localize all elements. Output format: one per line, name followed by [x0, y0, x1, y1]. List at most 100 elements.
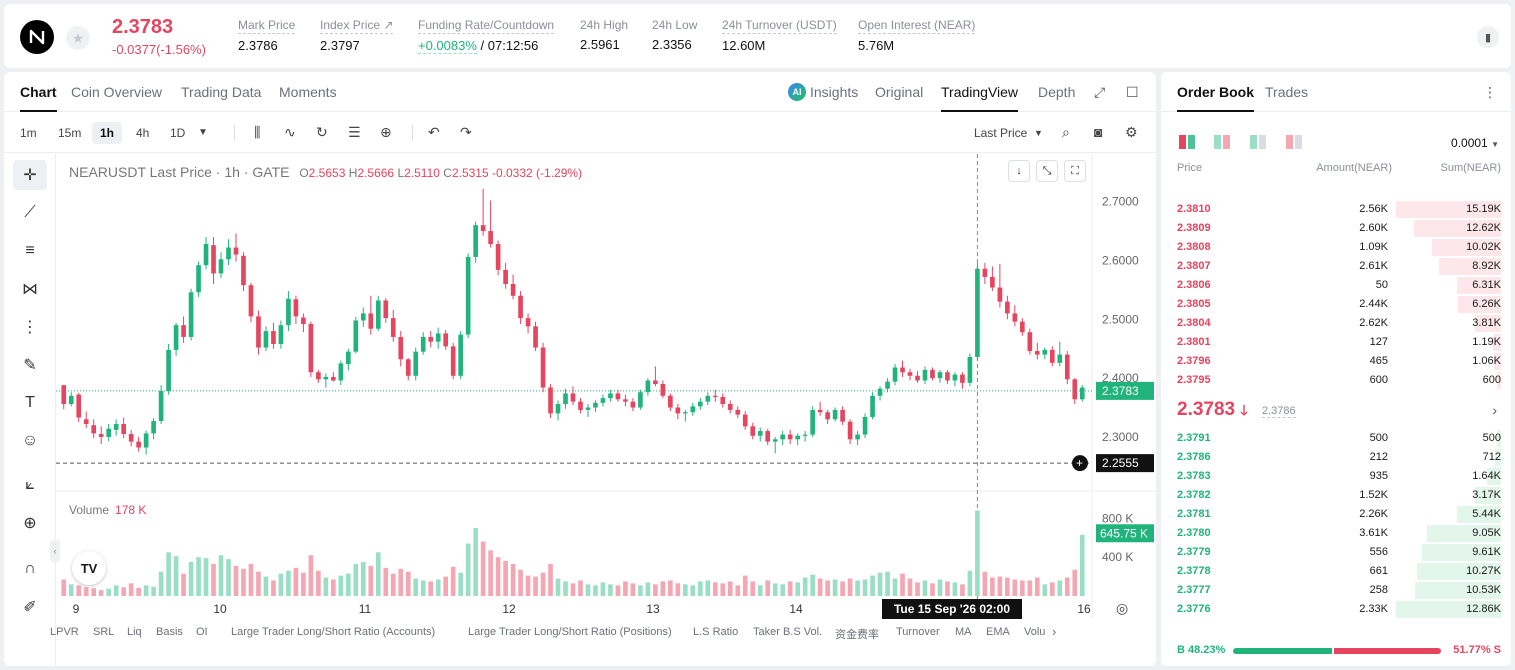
- view-asks-only-icon[interactable]: [1286, 135, 1302, 149]
- undo-icon[interactable]: ↶: [428, 124, 440, 140]
- expand-icon[interactable]: ⤢: [1094, 84, 1106, 100]
- stat-index-price[interactable]: Index Price ↗ 2.3797: [320, 18, 394, 53]
- tab-insights[interactable]: Insights: [810, 84, 859, 100]
- tab-trading-data[interactable]: Trading Data: [181, 84, 262, 100]
- indicator-lpvr[interactable]: LPVR: [50, 626, 79, 638]
- zoom-in-icon[interactable]: ⊕: [23, 515, 37, 532]
- indicator-ls-ratio[interactable]: L.S Ratio: [693, 626, 739, 638]
- indicator-large-trader-accounts[interactable]: Large Trader Long/Short Ratio (Accounts): [231, 626, 436, 638]
- window-icon[interactable]: ☐: [1126, 84, 1139, 100]
- bid-row[interactable]: 2.3782 1.52K 3.17K: [1161, 486, 1511, 505]
- ask-row[interactable]: 2.3805 2.44K 6.26K: [1161, 295, 1511, 314]
- view-both-icon[interactable]: [1179, 135, 1195, 149]
- price-type-dropdown-icon[interactable]: ▼: [1034, 128, 1043, 138]
- timeframe-4h[interactable]: 4h: [136, 126, 150, 140]
- timeframe-1d[interactable]: 1D: [170, 126, 186, 140]
- templates-icon[interactable]: ☰: [348, 124, 361, 140]
- tradingview-logo-icon[interactable]: TV: [72, 551, 106, 585]
- fib-retracement-icon[interactable]: ⋮: [22, 319, 38, 336]
- timeframe-15m[interactable]: 15m: [58, 126, 82, 140]
- scroll-right-icon[interactable]: ›: [1052, 624, 1057, 639]
- pattern-icon[interactable]: ⋈: [22, 281, 38, 298]
- indicator-oi[interactable]: OI: [196, 626, 208, 638]
- timeframe-dropdown-icon[interactable]: ▼: [198, 127, 208, 138]
- view-bids-only-icon[interactable]: [1250, 135, 1266, 149]
- horizontal-lines-icon[interactable]: ≡: [25, 242, 35, 259]
- add-alert-icon[interactable]: ⊕: [380, 124, 392, 140]
- trendline-icon[interactable]: ⟋: [24, 204, 36, 221]
- ask-row[interactable]: 2.3810 2.56K 15.19K: [1161, 200, 1511, 219]
- ai-insights-icon[interactable]: AI: [788, 83, 806, 101]
- crosshair-icon[interactable]: ✛: [13, 160, 47, 190]
- stat-24h-turnover: 24h Turnover (USDT) 12.60M: [722, 18, 837, 53]
- camera-icon[interactable]: ◙: [1094, 124, 1103, 140]
- collapse-icon[interactable]: ⤡: [1036, 160, 1058, 182]
- bid-row[interactable]: 2.3781 2.26K 5.44K: [1161, 505, 1511, 524]
- indicator-ema[interactable]: EMA: [986, 626, 1010, 638]
- tab-coin-overview[interactable]: Coin Overview: [71, 84, 163, 100]
- ask-row[interactable]: 2.3804 2.62K 3.81K: [1161, 314, 1511, 333]
- bid-row[interactable]: 2.3780 3.61K 9.05K: [1161, 524, 1511, 543]
- tab-trades[interactable]: Trades: [1265, 84, 1309, 100]
- search-icon[interactable]: ⌕: [1062, 124, 1070, 140]
- view-bids-icon[interactable]: [1214, 135, 1230, 149]
- ask-row[interactable]: 2.3807 2.61K 8.92K: [1161, 257, 1511, 276]
- tab-moments[interactable]: Moments: [279, 84, 337, 100]
- indicator-ma[interactable]: MA: [955, 626, 972, 638]
- candle-type-icon[interactable]: ⫼: [254, 124, 261, 140]
- emoji-icon[interactable]: ☺: [21, 432, 39, 449]
- price-type-select[interactable]: Last Price: [974, 126, 1028, 140]
- indicator-liq[interactable]: Liq: [127, 626, 142, 638]
- replay-icon[interactable]: ↻: [316, 124, 328, 140]
- text-tool-icon[interactable]: T: [25, 394, 35, 411]
- ask-row[interactable]: 2.3795 600 600: [1161, 371, 1511, 390]
- ask-row[interactable]: 2.3808 1.09K 10.02K: [1161, 238, 1511, 257]
- magnet-icon[interactable]: ∩: [24, 560, 36, 577]
- bid-row[interactable]: 2.3783 935 1.64K: [1161, 467, 1511, 486]
- axis-settings-icon[interactable]: ◎: [1116, 600, 1129, 616]
- notebook-icon[interactable]: ▮: [1477, 26, 1499, 48]
- redo-icon[interactable]: ↷: [460, 124, 472, 140]
- indicator-funding-rate[interactable]: 资金费率: [835, 629, 879, 641]
- favorite-star-icon[interactable]: ★: [66, 26, 90, 50]
- bid-row[interactable]: 2.3776 2.33K 12.86K: [1161, 600, 1511, 619]
- candle-body: [143, 433, 149, 448]
- ask-row[interactable]: 2.3796 465 1.06K: [1161, 352, 1511, 371]
- tab-original[interactable]: Original: [875, 84, 924, 100]
- tab-order-book[interactable]: Order Book: [1177, 84, 1255, 112]
- pencil-lock-icon[interactable]: ✐: [23, 599, 37, 616]
- bid-row[interactable]: 2.3778 661 10.27K: [1161, 562, 1511, 581]
- fullscreen-icon[interactable]: ⛶: [1064, 160, 1086, 182]
- bid-row[interactable]: 2.3791 500 500: [1161, 429, 1511, 448]
- brush-icon[interactable]: ✎: [23, 357, 37, 374]
- more-options-icon[interactable]: ⋮: [1483, 84, 1497, 100]
- tab-chart[interactable]: Chart: [20, 84, 57, 112]
- collapse-toolbar-handle[interactable]: ‹: [50, 540, 60, 562]
- bid-row[interactable]: 2.3786 212 712: [1161, 448, 1511, 467]
- timeframe-1h[interactable]: 1h: [92, 122, 123, 144]
- indicator-turnover[interactable]: Turnover: [896, 626, 940, 638]
- gear-icon[interactable]: ⚙: [1125, 124, 1138, 140]
- ask-price: 2.3806: [1177, 279, 1211, 291]
- indicator-large-trader-positions[interactable]: Large Trader Long/Short Ratio (Positions…: [468, 626, 672, 638]
- bid-row[interactable]: 2.3779 556 9.61K: [1161, 543, 1511, 562]
- chevron-right-icon[interactable]: ›: [1492, 402, 1497, 418]
- bid-row[interactable]: 2.3777 258 10.53K: [1161, 581, 1511, 600]
- candlestick-chart[interactable]: 2.7000 2.6000 2.5000 2.4000 2.3000 800 K 400 K…: [56, 154, 1156, 619]
- tab-tradingview[interactable]: TradingView: [941, 84, 1019, 112]
- ruler-icon[interactable]: ⟀: [25, 476, 35, 493]
- indicator-taker-bs-vol[interactable]: Taker B.S Vol.: [753, 626, 823, 638]
- indicator-basis[interactable]: Basis: [156, 626, 183, 638]
- indicator-srl[interactable]: SRL: [93, 626, 115, 638]
- mid-price[interactable]: 2.3783 🡓: [1177, 399, 1248, 424]
- add-alert-crosshair-icon[interactable]: [1072, 455, 1088, 472]
- precision-select[interactable]: 0.0001 ▼: [1451, 136, 1499, 150]
- tab-depth[interactable]: Depth: [1038, 84, 1076, 100]
- indicator-volume[interactable]: Volu: [1024, 626, 1046, 638]
- scroll-down-icon[interactable]: ↓: [1008, 160, 1030, 182]
- ask-row[interactable]: 2.3806 50 6.31K: [1161, 276, 1511, 295]
- ask-row[interactable]: 2.3801 127 1.19K: [1161, 333, 1511, 352]
- timeframe-1m[interactable]: 1m: [20, 126, 37, 140]
- ask-row[interactable]: 2.3809 2.60K 12.62K: [1161, 219, 1511, 238]
- indicators-icon[interactable]: ∿: [284, 124, 296, 140]
